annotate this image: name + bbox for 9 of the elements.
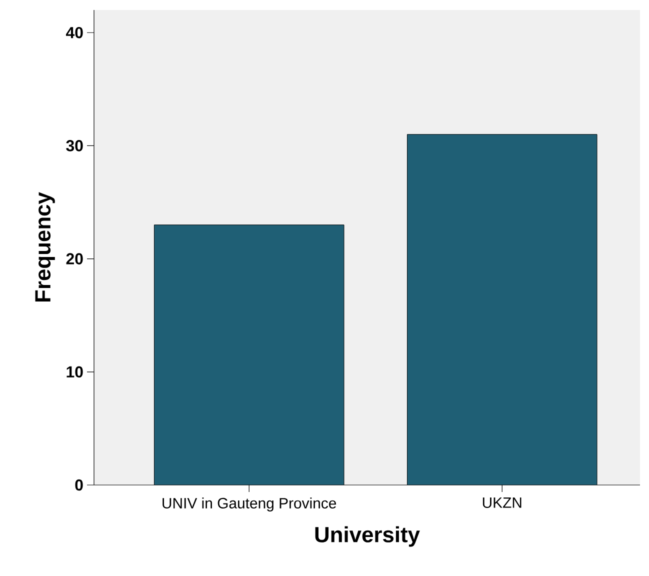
- x-tick-label: UKZN: [482, 498, 522, 508]
- y-tick-label: 20: [66, 253, 83, 264]
- y-tick-label: 10: [66, 366, 83, 378]
- x-axis-title: University: [315, 526, 420, 547]
- y-tick-label: 40: [66, 26, 83, 38]
- y-tick-label: 30: [66, 140, 83, 152]
- y-axis-title: Frequency: [35, 192, 55, 302]
- x-tick-label: UNIV in Gauteng Province: [162, 498, 336, 512]
- y-tick-label: 0: [75, 479, 83, 491]
